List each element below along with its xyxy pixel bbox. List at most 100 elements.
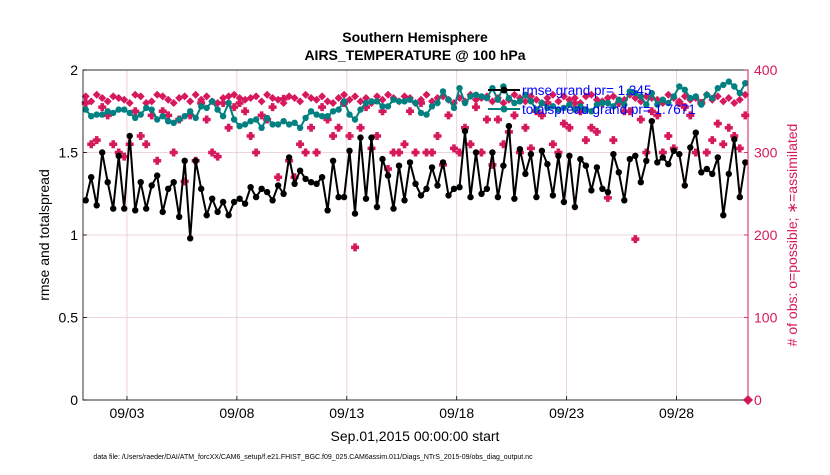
totalspread-point: [555, 106, 562, 113]
rmse-point: [610, 151, 617, 158]
totalspread-point: [143, 104, 150, 112]
rmse-point: [104, 179, 111, 186]
obs_assimilated-point: [362, 103, 371, 112]
obs_possible-point: [197, 95, 206, 104]
obs_assimilated-point: [202, 115, 211, 124]
obs_assimilated-point: [427, 148, 436, 157]
obs_possible-point: [543, 94, 552, 103]
rmse-point: [379, 155, 386, 163]
totalspread-point: [379, 103, 386, 110]
obs_possible-point: [125, 99, 134, 107]
rmse-point: [692, 129, 699, 136]
y-axis-label-right: # of obs: o=possible; ∗=assimilated: [784, 124, 800, 347]
obs_assimilated-point: [625, 107, 634, 116]
obs_assimilated-point: [373, 132, 382, 140]
rmse-point: [549, 192, 557, 199]
rmse-point: [192, 157, 199, 164]
obs_assimilated-point: [620, 107, 629, 116]
obs_assimilated-point: [735, 144, 744, 153]
rmse-point: [165, 185, 172, 192]
obs_assimilated-point: [142, 140, 151, 149]
totalspread-point: [687, 94, 694, 102]
x-tick-label: 09/13: [329, 405, 364, 421]
obs_assimilated-point: [318, 103, 327, 112]
rmse-point: [538, 147, 546, 154]
totalspread-point: [461, 99, 469, 107]
totalspread-point: [99, 111, 106, 118]
totalspread-point: [159, 113, 166, 120]
obs_assimilated-point: [92, 136, 101, 145]
obs_assimilated-point: [466, 140, 475, 149]
totalspread-point: [582, 106, 590, 113]
rmse-point: [291, 180, 298, 187]
totalspread-point: [313, 111, 320, 118]
rmse-point: [621, 197, 628, 204]
obs_assimilated-point: [81, 99, 90, 107]
obs_assimilated-point: [120, 152, 129, 161]
rmse-point: [489, 149, 496, 156]
rmse-point: [214, 208, 221, 216]
rmse-point: [555, 152, 562, 159]
rmse-point: [687, 144, 694, 151]
totalspread-point: [192, 114, 199, 122]
totalspread-point: [725, 78, 732, 85]
totalspread-point: [373, 98, 381, 105]
obs_assimilated-point: [356, 123, 365, 132]
obs_possible-point: [312, 95, 321, 104]
rmse-point: [615, 169, 622, 176]
rmse-point: [176, 213, 183, 220]
totalspread-point: [357, 106, 364, 113]
y-right-tick-label: 200: [754, 227, 778, 243]
obs_assimilated-point: [592, 127, 601, 136]
totalspread-point: [121, 106, 128, 113]
obs_assimilated-point: [559, 119, 568, 128]
y-right-tick-label: 100: [754, 310, 778, 326]
totalspread-point: [263, 114, 271, 122]
legend: rmse grand pr= 1.345 totalspread grand p…: [488, 83, 696, 117]
obs_assimilated-point: [114, 148, 123, 157]
rmse-point: [731, 136, 738, 143]
rmse-point: [219, 198, 227, 206]
rmse-point: [434, 182, 441, 189]
rmse-point: [703, 165, 710, 173]
totalspread-point: [417, 109, 425, 117]
totalspread-point: [148, 106, 155, 113]
rmse-point: [676, 151, 683, 158]
totalspread-point: [335, 106, 342, 113]
rmse-point: [714, 154, 721, 161]
y-axis-label-left: rmse and totalspread: [36, 169, 52, 301]
rmse-point: [126, 132, 133, 140]
rmse-point: [412, 180, 419, 187]
obs_assimilated-point: [213, 152, 222, 161]
obs_assimilated-point: [279, 94, 288, 103]
chart-title-line2: AIRS_TEMPERATURE @ 100 hPa: [304, 47, 525, 63]
obs_assimilated-point: [636, 115, 645, 124]
totalspread-point: [615, 96, 622, 103]
totalspread-point: [670, 93, 677, 100]
totalspread-point: [126, 109, 133, 117]
obs_possible-point: [202, 92, 211, 101]
rmse-point: [110, 205, 117, 212]
obs_assimilated-point: [334, 123, 343, 132]
obs_possible-point: [87, 97, 96, 106]
rmse-point: [285, 154, 293, 161]
obs_assimilated-point: [246, 132, 255, 140]
rmse-point: [373, 203, 381, 211]
obs_assimilated-point: [658, 148, 667, 157]
rmse-point: [280, 190, 287, 197]
totalspread-point: [302, 114, 309, 122]
totalspread-point: [676, 83, 683, 90]
rmse-point: [681, 182, 688, 189]
rmse-point: [450, 185, 458, 192]
obs_possible-point: [488, 97, 497, 106]
rmse-point: [698, 169, 705, 176]
obs_assimilated-point: [686, 111, 695, 120]
totalspread-point: [401, 98, 408, 105]
totalspread-point: [307, 108, 315, 115]
obs_assimilated-point: [647, 107, 656, 116]
totalspread-point: [456, 85, 463, 92]
totalspread-point: [472, 91, 480, 99]
totalspread-point: [247, 118, 254, 125]
totalspread-point: [720, 81, 727, 89]
obs_possible-point: [180, 92, 189, 101]
